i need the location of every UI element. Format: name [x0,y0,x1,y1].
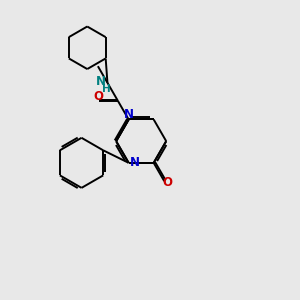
Text: O: O [162,176,172,189]
Text: O: O [93,90,103,103]
Text: N: N [130,156,140,169]
Text: N: N [124,108,134,121]
Text: H: H [102,84,110,94]
Text: N: N [96,75,106,88]
